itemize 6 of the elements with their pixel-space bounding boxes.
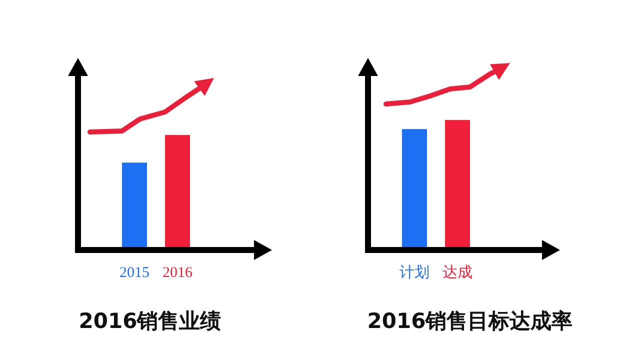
x-tick-label: 2016 [162, 265, 193, 281]
text: 2016销售目标达成率 [367, 309, 573, 333]
x-tick-label: 计划 [400, 264, 430, 281]
text: 2016销售业绩 [78, 309, 222, 333]
x-tick-label: 2015 [120, 265, 150, 281]
x-tick-label: 达成 [442, 264, 472, 281]
